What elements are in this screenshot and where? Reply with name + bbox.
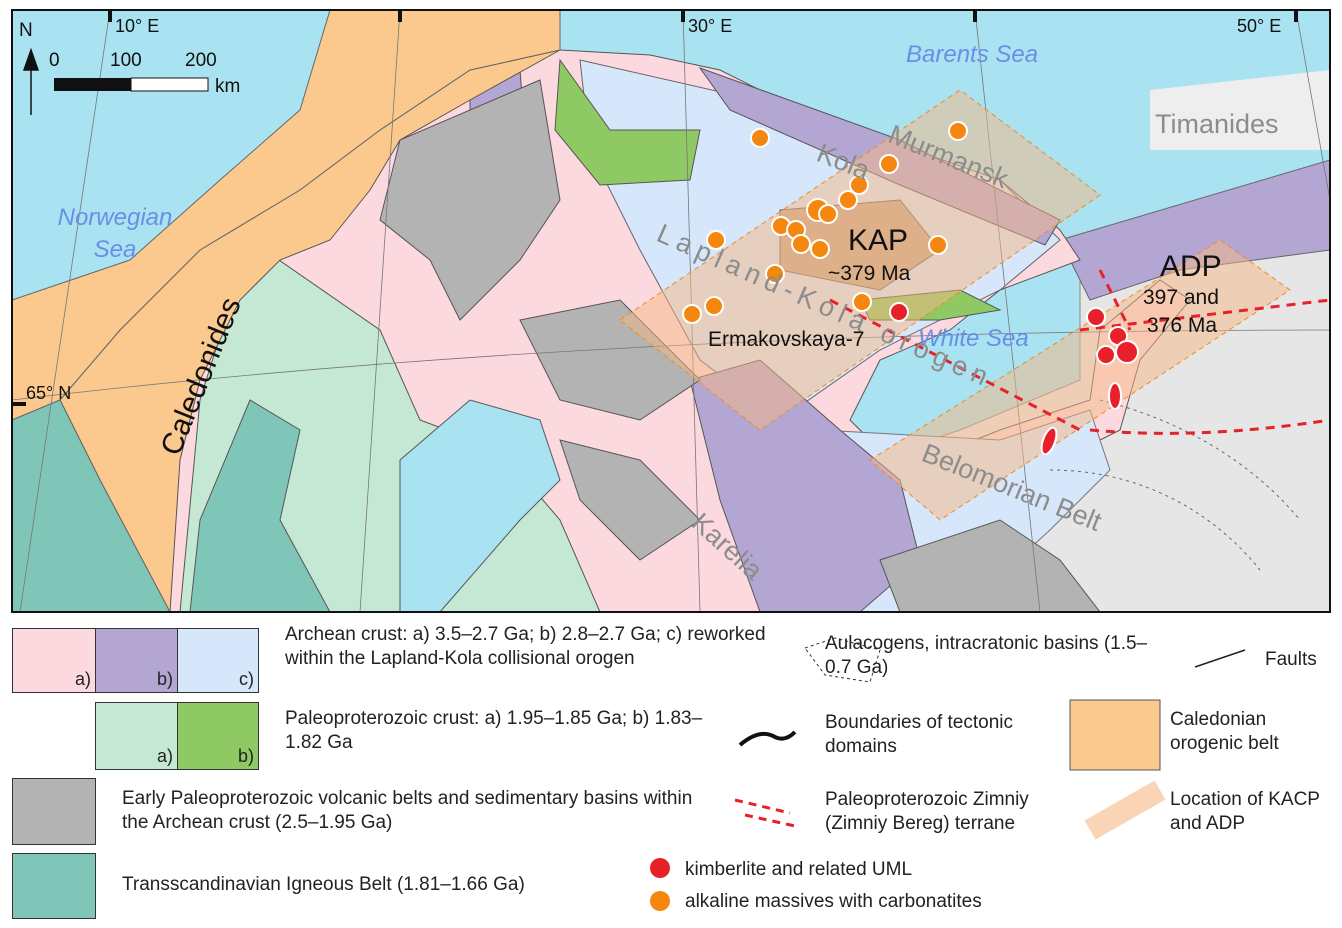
province-label: KAP: [848, 224, 908, 257]
legend-swatch: b): [177, 702, 259, 770]
legend-swatch: a): [95, 702, 178, 770]
legend-band: [1084, 780, 1166, 840]
map-polygon: [619, 89, 1101, 431]
map-g: Barents Sea Norwegian Sea White Sea Tima…: [12, 10, 1330, 612]
map-ellipse: [1108, 382, 1122, 410]
map-circle: [1096, 345, 1116, 365]
legend-text: Paleoproterozoic Zimniy (Zimniy Bereg) t…: [825, 789, 1029, 834]
legend-swatch: c): [177, 628, 259, 693]
map-circle: [1086, 307, 1106, 327]
map-circle: [704, 296, 724, 316]
province-age: 376 Ma: [1147, 314, 1217, 337]
legend-boundary: [738, 730, 797, 747]
map-circle: [765, 264, 785, 284]
legend-text: Faults: [1265, 649, 1317, 670]
map-polygon: [554, 58, 701, 186]
legend-part: b): [237, 746, 254, 766]
legend-text: Aulacogens, intracratonic basins (1.5–0.…: [825, 633, 1148, 678]
map-circle: [791, 234, 811, 254]
legend-swatch: [12, 853, 96, 919]
map-polygon: [379, 79, 561, 321]
sea-label: Norwegian: [58, 204, 173, 231]
latitude-label: 65° N: [26, 383, 71, 403]
map-polygon: [399, 399, 561, 612]
map-g: [12, 10, 1298, 406]
map-circle: [818, 204, 838, 224]
map-polygon: [12, 399, 171, 612]
map-circle: [750, 128, 770, 148]
legend-text: Location of KACP and ADP: [1170, 789, 1320, 834]
legend-text: Paleoproterozoic crust: a) 1.95–1.85 Ga;…: [285, 708, 703, 753]
north-arrow: [22, 47, 40, 115]
map-polygon: [12, 10, 560, 480]
sea-label: Barents Sea: [906, 41, 1038, 68]
legend-swatch: [12, 778, 96, 845]
legend-zimniy: [734, 798, 796, 828]
legend-kimberlite: [650, 858, 670, 878]
legend-part: a): [74, 669, 91, 689]
map-circle: [810, 239, 830, 259]
region-label: Timanides: [1155, 109, 1279, 139]
map-circle: [889, 302, 909, 322]
map-ellipse: [1040, 426, 1058, 456]
scale-tick-label: 0: [49, 50, 60, 71]
legend-fault: [1194, 649, 1246, 668]
legend-swatch: b): [95, 628, 178, 693]
map-circle: [706, 230, 726, 250]
legend-caledonian: [1069, 699, 1161, 771]
map-polygon: [1150, 70, 1330, 150]
scale-tick-label: 200: [185, 50, 217, 71]
scale-unit: km: [215, 76, 240, 97]
map-path: [1049, 399, 1301, 571]
legend-part: b): [156, 669, 173, 689]
map-circle: [948, 121, 968, 141]
province-age: 397 and: [1143, 286, 1219, 309]
legend-text: Boundaries of tectonic domains: [825, 712, 1014, 757]
site-label: Ermakovskaya-7: [708, 328, 864, 351]
map-circle: [838, 190, 858, 210]
map-polygon: [189, 399, 331, 612]
legend-text: Caledonian orogenic belt: [1170, 709, 1279, 754]
scale-bar: [130, 77, 209, 92]
legend-text: Transscandinavian Igneous Belt (1.81–1.6…: [122, 874, 525, 895]
longitude-label: 30° E: [688, 16, 732, 36]
legend-swatch: a): [12, 628, 96, 693]
map: Barents Sea Norwegian Sea White Sea Tima…: [11, 9, 1331, 613]
province-age: ~379 Ma: [828, 262, 911, 285]
map-circle: [1115, 340, 1139, 364]
longitude-label: 10° E: [115, 16, 159, 36]
map-circle: [849, 175, 869, 195]
map-polygon: [12, 10, 561, 421]
map-circle: [879, 154, 899, 174]
legend-part: a): [156, 746, 173, 766]
map-polygon: [519, 299, 701, 421]
map-polygon: [559, 439, 701, 561]
sea-label: White Sea: [918, 325, 1029, 352]
map-circle: [852, 292, 872, 312]
legend-alkaline: [650, 891, 670, 911]
map-circle: [928, 235, 948, 255]
legend-text: kimberlite and related UML: [685, 859, 913, 880]
north-label: N: [19, 20, 33, 41]
map-polygon: [1059, 159, 1330, 301]
map-path: [829, 269, 1330, 435]
legend-text: Archean crust: a) 3.5–2.7 Ga; b) 2.8–2.7…: [285, 624, 766, 669]
map-g: [889, 302, 1139, 456]
scale-tick-label: 100: [110, 50, 142, 71]
sea-label: Sea: [94, 236, 137, 263]
map-polygon: [879, 519, 1101, 612]
map-g: [682, 121, 968, 324]
longitude-label: 50° E: [1237, 16, 1281, 36]
scale-bar: [54, 78, 131, 91]
map-circle: [682, 304, 702, 324]
legend-text: Early Paleoproterozoic volcanic belts an…: [122, 788, 693, 833]
legend-text: alkaline massives with carbonatites: [685, 891, 982, 912]
map-rect: [11, 9, 1331, 613]
province-label: ADP: [1160, 250, 1222, 283]
legend-part: c): [239, 669, 254, 689]
map-polygon: [869, 239, 1291, 521]
